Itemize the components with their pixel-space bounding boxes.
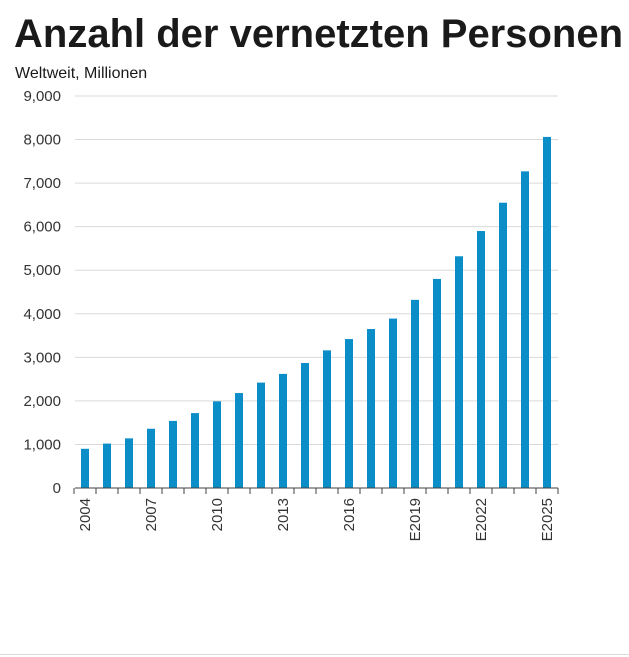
y-tick-label: 1,000 xyxy=(23,436,61,453)
bar-2010 xyxy=(213,401,221,488)
x-tick-label: 2007 xyxy=(143,498,160,531)
bar-E2022 xyxy=(477,231,485,488)
x-axis-tick-labels: 2004 2007 2010 2013 2016 E2019 E2022 E2025 xyxy=(77,498,556,541)
y-tick-label: 6,000 xyxy=(23,219,61,236)
y-tick-label: 3,000 xyxy=(23,349,61,366)
x-tick-label: 2016 xyxy=(341,498,358,531)
gridlines xyxy=(75,95,558,445)
bar-2006 xyxy=(125,438,133,488)
bar-2017 xyxy=(367,329,375,488)
bar-2016 xyxy=(345,339,353,488)
bar-2018 xyxy=(389,318,397,488)
bar-E2024 xyxy=(521,171,529,488)
bottom-divider xyxy=(0,654,629,655)
bar-E2021 xyxy=(455,256,463,488)
x-tick-label: E2022 xyxy=(473,498,490,541)
y-tick-label: 2,000 xyxy=(23,393,61,410)
bar-2012 xyxy=(257,382,265,488)
x-tick-label: E2019 xyxy=(407,498,424,541)
chart-subtitle: Weltweit, Millionen xyxy=(15,65,148,82)
y-tick-label: 8,000 xyxy=(23,132,61,149)
bar-2009 xyxy=(191,413,199,488)
bar-2004 xyxy=(81,448,89,488)
x-axis xyxy=(73,487,559,494)
bar-E2025 xyxy=(543,136,551,488)
x-tick-label: E2025 xyxy=(539,498,556,541)
y-tick-label: 7,000 xyxy=(23,175,61,192)
chart-title: Anzahl der vernetzten Personen xyxy=(14,12,624,56)
bars xyxy=(81,136,551,488)
y-tick-label: 4,000 xyxy=(23,306,61,323)
bar-2011 xyxy=(235,393,243,488)
y-tick-label: 0 xyxy=(53,480,61,497)
x-tick-label: 2010 xyxy=(209,498,226,531)
bar-E2020 xyxy=(433,278,441,488)
bar-2014 xyxy=(301,363,309,488)
x-tick-label: 2013 xyxy=(275,498,292,531)
y-tick-label: 9,000 xyxy=(23,88,61,105)
x-tick-label: 2004 xyxy=(77,498,94,531)
y-tick-label: 5,000 xyxy=(23,262,61,279)
bar-2007 xyxy=(147,428,155,488)
bar-2008 xyxy=(169,420,177,488)
bar-E2019 xyxy=(411,299,419,488)
bar-2005 xyxy=(103,443,111,488)
bar-2013 xyxy=(279,373,287,488)
y-axis-tick-labels: 0 1,000 2,000 3,000 4,000 5,000 6,000 7,000 8,00… xyxy=(23,88,61,497)
bar-E2023 xyxy=(499,202,507,488)
bar-2015 xyxy=(323,350,331,488)
